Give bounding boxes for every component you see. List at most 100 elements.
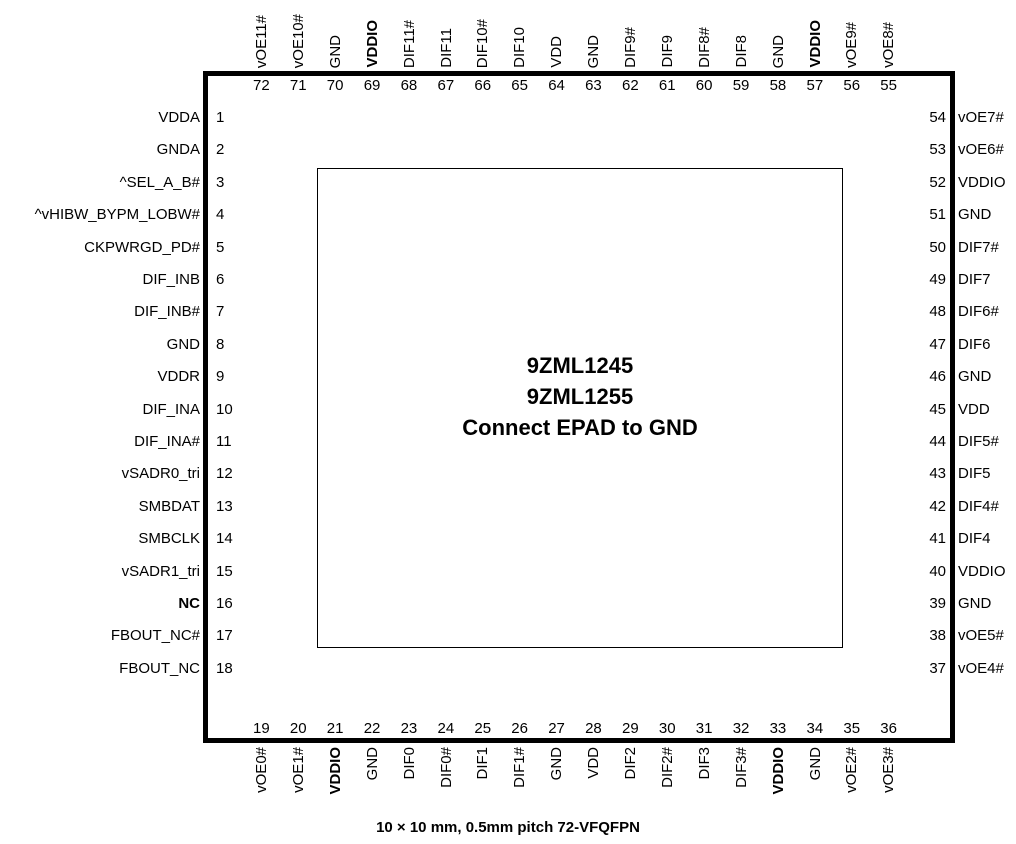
pin-number-right: 44 xyxy=(929,433,946,450)
pin-name-top: VDDIO xyxy=(363,20,381,68)
pin-number-right: 49 xyxy=(929,271,946,288)
pin-name-left: VDDA xyxy=(158,109,200,126)
pin-name-left: DIF_INB# xyxy=(134,303,200,321)
pin-name-right: vOE6# xyxy=(958,141,1004,159)
pin-name-left: vSADR1_tri xyxy=(121,562,200,580)
pin-name-right: DIF6# xyxy=(958,303,999,321)
pin-name-bottom: GND xyxy=(548,747,566,781)
pin-name-left: NC xyxy=(178,595,200,612)
pin-number-bottom: 22 xyxy=(363,720,381,737)
pin-number-top: 60 xyxy=(695,77,713,94)
pin-number-bottom: 32 xyxy=(732,720,750,737)
pin-number-left: 3 xyxy=(216,173,225,191)
pin-name-left: FBOUT_NC# xyxy=(110,627,200,645)
pin-name-top: vOE11# xyxy=(253,14,270,68)
pin-name-top: GND xyxy=(326,34,344,68)
pin-name-right: DIF4 xyxy=(958,530,991,548)
pin-number-bottom: 24 xyxy=(437,720,455,737)
pin-name-right: VDDIO xyxy=(958,173,1006,191)
pin-number-right: 41 xyxy=(929,530,946,548)
pin-number-left: 17 xyxy=(216,627,233,645)
pin-number-bottom: 29 xyxy=(622,720,639,737)
package-outline xyxy=(203,71,955,743)
exposed-pad xyxy=(317,168,843,648)
pin-name-top: vOE8# xyxy=(880,22,898,68)
pin-number-bottom: 25 xyxy=(474,720,492,737)
pin-number-right: 51 xyxy=(929,206,946,224)
pin-name-right: DIF5 xyxy=(958,465,991,483)
pin-name-right: DIF7 xyxy=(958,271,991,288)
pin-name-right: vOE5# xyxy=(958,627,1004,645)
pin-number-right: 48 xyxy=(929,303,946,321)
pin-number-left: 8 xyxy=(216,335,225,353)
pin-name-left: CKPWRGD_PD# xyxy=(84,238,200,256)
pin-number-left: 4 xyxy=(216,206,225,224)
epad-note: Connect EPAD to GND xyxy=(462,415,698,440)
pin-name-bottom: VDDIO xyxy=(326,747,344,795)
pin-name-top: DIF10# xyxy=(474,18,492,68)
pin-number-right: 53 xyxy=(929,141,946,159)
pin-name-top: DIF8 xyxy=(732,35,750,68)
pin-name-right: VDD xyxy=(958,400,990,418)
pin-number-right: 45 xyxy=(929,400,946,418)
pin-number-left: 10 xyxy=(216,400,233,418)
pin-number-bottom: 23 xyxy=(400,720,418,737)
pin-name-top: DIF11# xyxy=(400,19,418,68)
pin-name-bottom: DIF2# xyxy=(658,747,676,788)
pin-name-bottom: vOE2# xyxy=(843,747,861,793)
pin-name-left: SMBCLK xyxy=(138,530,200,548)
pin-name-right: VDDIO xyxy=(958,562,1006,580)
pin-number-top: 64 xyxy=(548,77,565,94)
pin-number-top: 65 xyxy=(511,77,528,94)
pin-name-top: VDDIO xyxy=(806,20,824,68)
pin-number-bottom: 27 xyxy=(548,720,565,737)
pin-number-bottom: 26 xyxy=(511,720,528,737)
pin-name-bottom: VDDIO xyxy=(769,747,787,795)
pin-number-right: 50 xyxy=(929,238,946,256)
pin-name-left: GNDA xyxy=(156,141,200,159)
pin-name-bottom: GND xyxy=(363,747,381,781)
pin-name-left: FBOUT_NC xyxy=(119,659,200,677)
part-number-1: 9ZML1245 xyxy=(526,353,634,378)
pin-number-top: 68 xyxy=(400,77,418,94)
pin-name-bottom: DIF0# xyxy=(437,747,455,788)
pin-name-top: GND xyxy=(769,34,787,68)
pin-name-bottom: DIF3# xyxy=(732,747,750,788)
pin-name-right: DIF6 xyxy=(958,335,991,353)
chip-label: 9ZML1245 9ZML1255 Connect EPAD to GND xyxy=(317,350,843,443)
pin-name-top: vOE9# xyxy=(843,22,861,68)
pin-number-left: 13 xyxy=(216,497,233,515)
pin-number-right: 54 xyxy=(929,109,946,126)
pin-number-left: 11 xyxy=(216,433,232,450)
pin-number-left: 6 xyxy=(216,271,225,288)
pin-number-right: 43 xyxy=(929,465,946,483)
pin-name-bottom: DIF1# xyxy=(511,747,529,788)
pin-number-right: 42 xyxy=(929,497,946,515)
pin-number-right: 38 xyxy=(929,627,946,645)
pin-number-top: 66 xyxy=(474,77,492,94)
pin-number-left: 16 xyxy=(216,595,233,612)
pin-name-bottom: vOE0# xyxy=(253,747,270,793)
pin-number-top: 67 xyxy=(437,77,455,94)
pin-number-right: 40 xyxy=(929,562,946,580)
pin-name-left: vSADR0_tri xyxy=(121,465,200,483)
pin-name-right: vOE7# xyxy=(958,109,1004,126)
pin-name-left: DIF_INA xyxy=(142,400,200,418)
pin-name-right: GND xyxy=(958,368,992,386)
pin-name-bottom: GND xyxy=(806,747,824,781)
pin-number-bottom: 31 xyxy=(695,720,713,737)
pin-name-top: GND xyxy=(585,34,603,68)
pin-name-top: DIF9 xyxy=(658,35,676,68)
pin-number-bottom: 21 xyxy=(326,720,344,737)
pin-number-bottom: 33 xyxy=(769,720,787,737)
pin-name-right: DIF5# xyxy=(958,433,999,450)
pin-number-right: 46 xyxy=(929,368,946,386)
pin-number-bottom: 19 xyxy=(253,720,270,737)
pin-number-top: 63 xyxy=(585,77,602,94)
pin-number-bottom: 36 xyxy=(880,720,897,737)
pin-number-top: 58 xyxy=(769,77,787,94)
pin-name-left: DIF_INA# xyxy=(134,433,200,450)
pin-number-top: 72 xyxy=(253,77,270,94)
pin-name-bottom: vOE3# xyxy=(880,747,898,793)
pin-name-bottom: DIF2 xyxy=(622,747,639,780)
